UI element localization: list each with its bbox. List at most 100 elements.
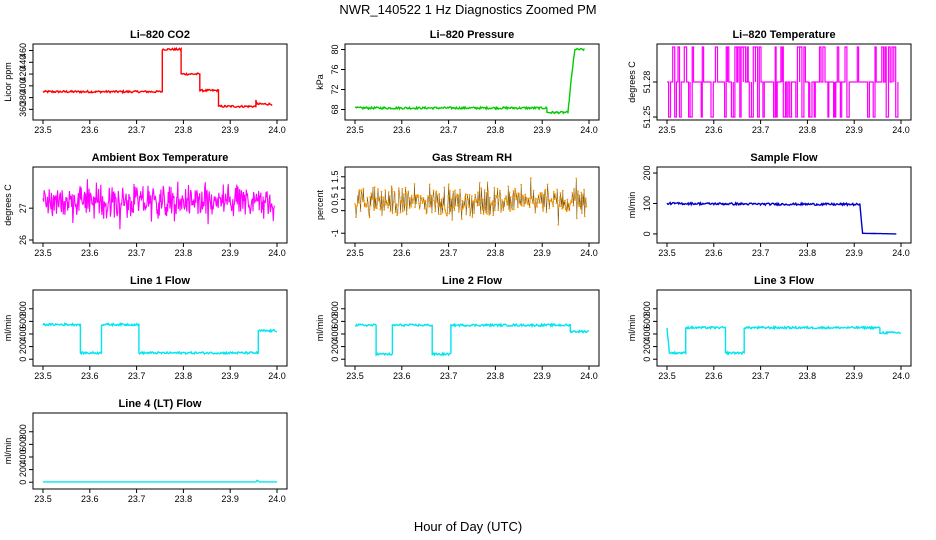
data-point	[411, 202, 414, 204]
data-point	[376, 197, 379, 199]
data-point	[381, 204, 384, 207]
data-point	[375, 205, 378, 208]
data-point	[499, 189, 501, 192]
x-tick-label: 23.7	[752, 125, 770, 135]
data-point	[556, 199, 559, 202]
data-point	[563, 204, 566, 206]
data-point	[469, 210, 472, 213]
data-point	[583, 188, 585, 191]
data-point	[417, 195, 420, 198]
data-point	[505, 200, 508, 203]
data-point	[417, 194, 419, 196]
data-point	[380, 190, 383, 193]
data-point	[372, 186, 374, 189]
data-point	[482, 198, 484, 201]
data-point	[425, 212, 428, 215]
data-point	[528, 201, 530, 204]
series	[354, 47, 585, 115]
data-point	[506, 203, 509, 206]
y-axis-label: percent	[315, 189, 325, 220]
data-point	[432, 189, 435, 192]
y-axis-label: degrees C	[3, 184, 13, 226]
series	[354, 177, 588, 226]
data-point	[480, 187, 483, 190]
plot-frame	[656, 289, 912, 367]
data-point	[362, 187, 365, 190]
data-point	[363, 199, 365, 202]
data-point	[511, 208, 514, 211]
y-tick-label: 80	[330, 44, 340, 54]
data-point	[463, 204, 466, 207]
x-tick-label: 24.0	[268, 494, 286, 504]
plot-frame	[344, 166, 600, 244]
data-point	[418, 207, 421, 210]
x-tick-label: 23.9	[845, 371, 863, 381]
data-point	[551, 201, 553, 203]
data-point	[520, 204, 523, 207]
y-axis-label: ml/min	[3, 315, 13, 342]
data-point	[381, 214, 383, 216]
series	[666, 324, 902, 356]
data-point	[505, 195, 507, 198]
y-tick-label: 800	[330, 301, 340, 316]
y-tick-label: 0	[330, 357, 340, 362]
data-point	[459, 197, 462, 200]
data-point	[548, 207, 551, 210]
data-point	[393, 190, 396, 193]
data-point	[584, 197, 587, 200]
data-point	[500, 211, 502, 213]
data-point	[495, 196, 498, 199]
x-tick-label: 23.6	[81, 371, 99, 381]
data-point	[491, 200, 494, 203]
x-tick-label: 23.7	[440, 125, 458, 135]
data-point	[564, 208, 567, 211]
data-point	[509, 210, 511, 213]
data-point	[496, 187, 499, 190]
data-point	[526, 201, 529, 203]
data-point	[489, 212, 492, 215]
x-tick-label: 24.0	[268, 371, 286, 381]
x-tick-label: 23.9	[533, 125, 551, 135]
data-point	[483, 189, 486, 191]
data-point	[364, 204, 367, 206]
data-point	[513, 208, 515, 211]
data-point	[580, 191, 583, 194]
data-point	[449, 190, 451, 192]
series-line	[42, 321, 277, 356]
data-point	[477, 191, 479, 194]
data-point	[433, 199, 436, 202]
data-point	[371, 197, 374, 200]
data-point	[503, 205, 506, 208]
series	[667, 46, 899, 118]
data-point	[554, 192, 556, 195]
x-tick-label: 23.9	[221, 371, 239, 381]
x-tick-label: 23.7	[752, 248, 770, 258]
data-point	[356, 204, 359, 207]
data-point	[431, 211, 433, 214]
data-point	[358, 190, 360, 193]
y-tick-label: 380	[18, 90, 28, 105]
data-point	[553, 198, 556, 201]
data-point	[500, 206, 503, 209]
data-point	[523, 201, 526, 203]
data-point	[543, 205, 546, 208]
data-point	[445, 212, 447, 214]
data-point	[485, 211, 487, 214]
data-point	[578, 205, 580, 208]
data-point	[560, 197, 563, 199]
data-point	[428, 183, 431, 186]
data-point	[363, 205, 366, 208]
x-tick-label: 23.6	[81, 494, 99, 504]
data-point	[392, 201, 395, 203]
plot-frame	[344, 43, 600, 121]
data-point	[559, 196, 561, 199]
data-point	[519, 199, 521, 202]
data-point	[400, 199, 402, 202]
data-point	[504, 198, 507, 200]
panel-9: Line 3 Flow 23.5 23.6 23.7 23.8 23.9 24.0 0 2004…	[627, 275, 912, 381]
data-point	[373, 209, 375, 212]
data-point	[388, 195, 391, 197]
x-tick-label: 23.7	[128, 248, 146, 258]
data-point	[482, 213, 485, 215]
data-point	[372, 203, 375, 205]
